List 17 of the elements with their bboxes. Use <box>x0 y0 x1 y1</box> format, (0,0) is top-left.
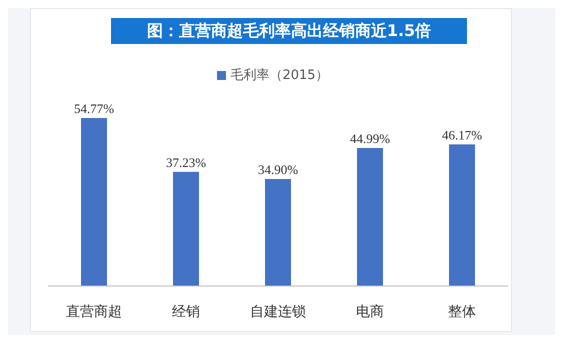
bar <box>357 148 383 286</box>
x-tick-label: 自建连锁 <box>250 304 306 320</box>
x-tick-label: 经销 <box>172 304 200 320</box>
legend-label: 毛利率（2015） <box>230 68 329 83</box>
x-tick-label: 整体 <box>448 304 476 320</box>
x-tick-label: 电商 <box>356 304 384 320</box>
data-label: 37.23% <box>166 154 206 170</box>
data-label: 46.17% <box>442 127 482 142</box>
x-tick-label: 直营商超 <box>66 304 122 320</box>
bar <box>173 172 199 286</box>
bar <box>265 178 291 286</box>
data-label: 44.99% <box>350 131 390 146</box>
data-label: 34.90% <box>258 162 298 177</box>
bar <box>449 144 475 286</box>
bar <box>81 118 107 286</box>
data-label: 54.77% <box>74 101 114 116</box>
chart-title: 图：直营商超毛利率高出经销商近1.5倍 <box>111 18 467 44</box>
